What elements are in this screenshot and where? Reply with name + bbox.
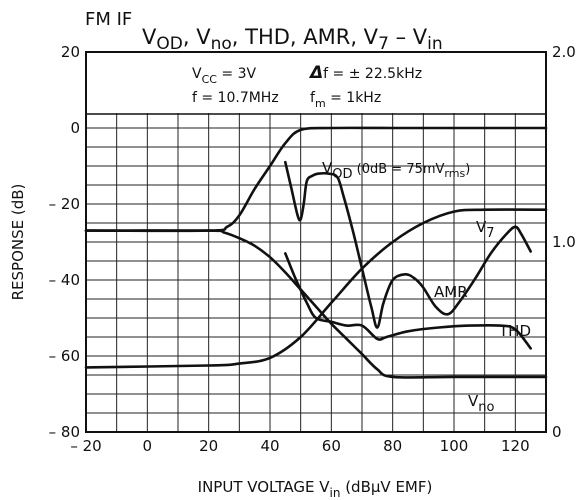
series-line-vno <box>84 229 548 379</box>
x-tick-label: 100 <box>440 437 469 455</box>
x-tick-label: 20 <box>199 437 218 455</box>
y-tick-label: – 40 <box>49 271 80 289</box>
y-tick-label: – 60 <box>49 347 80 365</box>
condition-vcc: VCC​ = 3V <box>192 66 256 86</box>
plot-frame <box>85 51 547 433</box>
series-line-thd <box>284 252 532 350</box>
condition-modulation-frequency: fm​ = 1kHz <box>310 90 381 110</box>
series-label-vno: Vno​ <box>468 392 495 415</box>
y-tick-label: 20 <box>61 43 80 61</box>
series-group <box>84 126 548 379</box>
series-line-v7 <box>84 208 548 369</box>
header-prefix: FM IF <box>85 9 132 30</box>
series-labels: VOD​ (0dB = 75mVrms) V7​ AMR THD Vno​ <box>322 159 531 415</box>
x-tick-label: 60 <box>322 437 341 455</box>
chart-header-title: VOD​, Vno​, THD, AMR, V7​ – Vin​ <box>142 25 443 54</box>
x-tick-label: 0 <box>143 437 153 455</box>
y-axis-label: RESPONSE (dB) <box>9 184 27 301</box>
tick-labels: – 20 0 20 40 60 80 100 120 20 0 – 20 – 40 – 60 – 80 2.… <box>49 43 576 455</box>
series-line-amr <box>284 160 532 329</box>
x-tick-label: – 20 <box>70 437 101 455</box>
x-tick-label: 120 <box>501 437 530 455</box>
series-label-vod: VOD​ (0dB = 75mVrms) <box>322 159 470 182</box>
conditions-panel <box>87 53 545 113</box>
series-line-vod <box>84 126 548 233</box>
x-axis-label: INPUT VOLTAGE Vin​ (dBμV EMF) <box>198 478 433 500</box>
series-label-thd: THD <box>498 322 531 340</box>
condition-deviation: Δf = ± 22.5kHz <box>308 63 422 83</box>
y-tick-label: – 20 <box>49 195 80 213</box>
y2-tick-label: 2.0 <box>552 43 576 61</box>
y-tick-label: 0 <box>70 119 80 137</box>
y2-tick-label: 1.0 <box>552 233 576 251</box>
y2-tick-label: 0 <box>552 423 562 441</box>
condition-frequency: f = 10.7MHz <box>192 90 279 106</box>
y-tick-label: – 80 <box>49 423 80 441</box>
x-tick-label: 40 <box>260 437 279 455</box>
chart-grid <box>85 51 547 433</box>
x-tick-label: 80 <box>383 437 402 455</box>
series-label-amr: AMR <box>434 283 468 301</box>
series-label-v7: V7​ <box>476 218 495 241</box>
